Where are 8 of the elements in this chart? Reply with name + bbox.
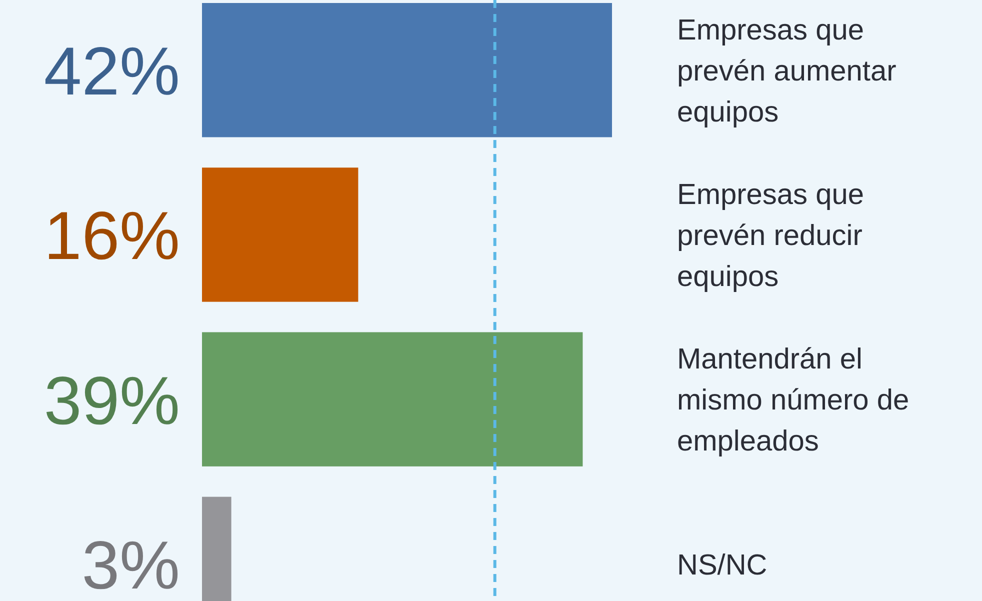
data-label: 39% [44, 362, 180, 439]
y-tick-label: NS/NC [677, 549, 768, 582]
data-label: 16% [44, 198, 180, 274]
y-tick-label: Empresas que prevén reducir equipos [677, 179, 864, 294]
y-tick-label: Mantendrán el mismo número de empleados [677, 344, 910, 458]
data-label: 42% [44, 34, 180, 110]
y-tick-label: Empresas que prevén aumentar equipos [677, 14, 897, 129]
data-label: 3% [82, 527, 180, 601]
